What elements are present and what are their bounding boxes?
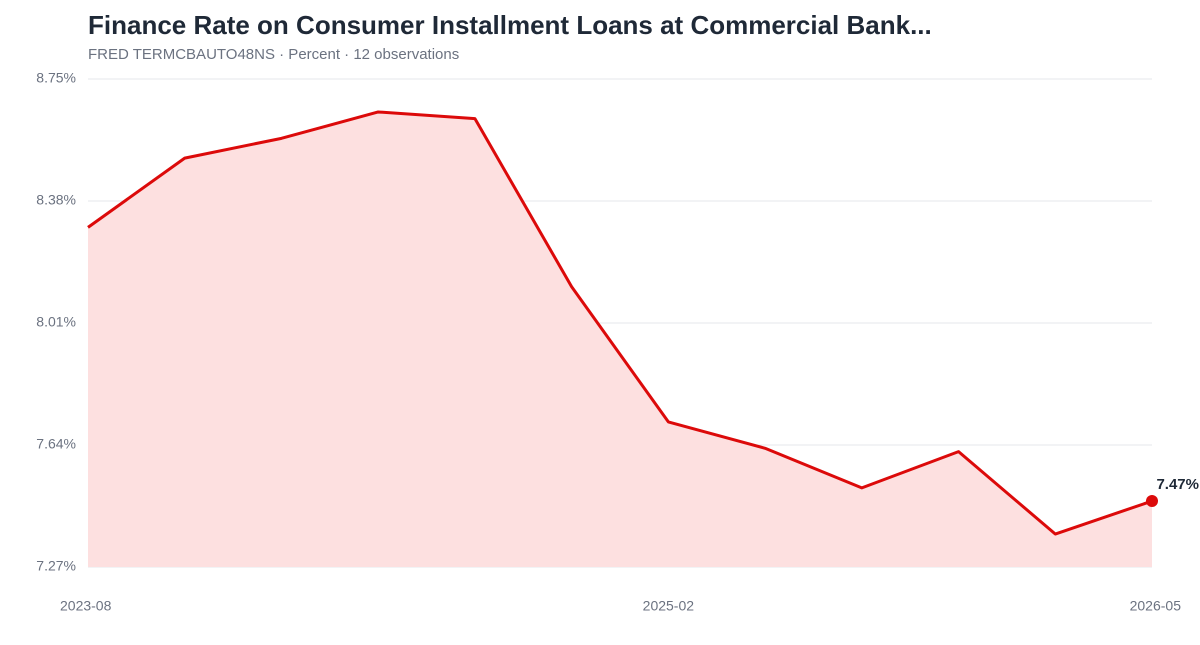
line [87,110,1153,536]
value-label: 7.47% [1156,476,1199,493]
y-tick-label: 8.38% [36,192,76,208]
y-tick-label: 8.01% [36,314,76,330]
chart-subtitle: FRED TERMCBAUTO48NS · Percent · 12 obser… [88,46,459,63]
x-tick-label: 2023-08 [60,598,112,614]
x-tick-label: 2025-02 [643,598,695,614]
y-tick-label: 8.75% [36,70,76,86]
chart-title: Finance Rate on Consumer Installment Loa… [88,10,932,40]
area [88,111,1152,568]
end-point [1146,495,1158,508]
y-tick-label: 7.64% [36,436,76,452]
x-tick-label: 2026-05 [1130,598,1182,614]
y-tick-label: 7.27% [36,558,76,574]
